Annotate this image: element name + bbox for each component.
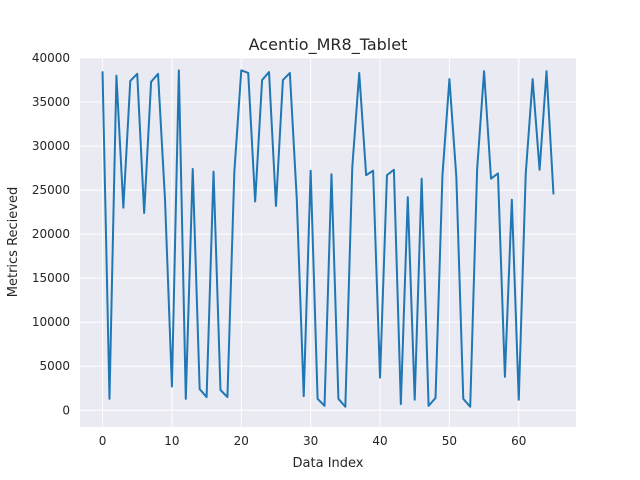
series-layer (101, 69, 555, 408)
x-tick-label: 60 (511, 434, 526, 448)
x-tick-label: 40 (372, 434, 387, 448)
y-tick-label: 25000 (32, 183, 70, 197)
series-line (101, 69, 555, 408)
y-tick-label: 40000 (32, 51, 70, 65)
y-tick-label: 35000 (32, 95, 70, 109)
x-axis-label: Data Index (293, 456, 364, 471)
x-axis-ticks: 0 10 20 30 40 50 60 (99, 434, 527, 448)
y-axis-ticks: 0 5000 10000 15000 20000 25000 30000 35000 40000 (32, 51, 70, 417)
y-tick-label: 5000 (39, 359, 70, 373)
x-tick-label: 50 (442, 434, 457, 448)
x-tick-label: 20 (234, 434, 249, 448)
x-tick-label: 30 (303, 434, 318, 448)
y-tick-label: 10000 (32, 315, 70, 329)
y-tick-label: 15000 (32, 271, 70, 285)
x-tick-label: 0 (99, 434, 107, 448)
y-tick-label: 0 (62, 403, 70, 417)
y-tick-label: 20000 (32, 227, 70, 241)
y-axis-label: Metrics Recieved (6, 187, 21, 297)
chart-title: Acentio_MR8_Tablet (249, 35, 408, 55)
x-tick-label: 10 (164, 434, 179, 448)
plot-area (80, 58, 576, 427)
grid (80, 57, 576, 427)
y-tick-label: 30000 (32, 139, 70, 153)
